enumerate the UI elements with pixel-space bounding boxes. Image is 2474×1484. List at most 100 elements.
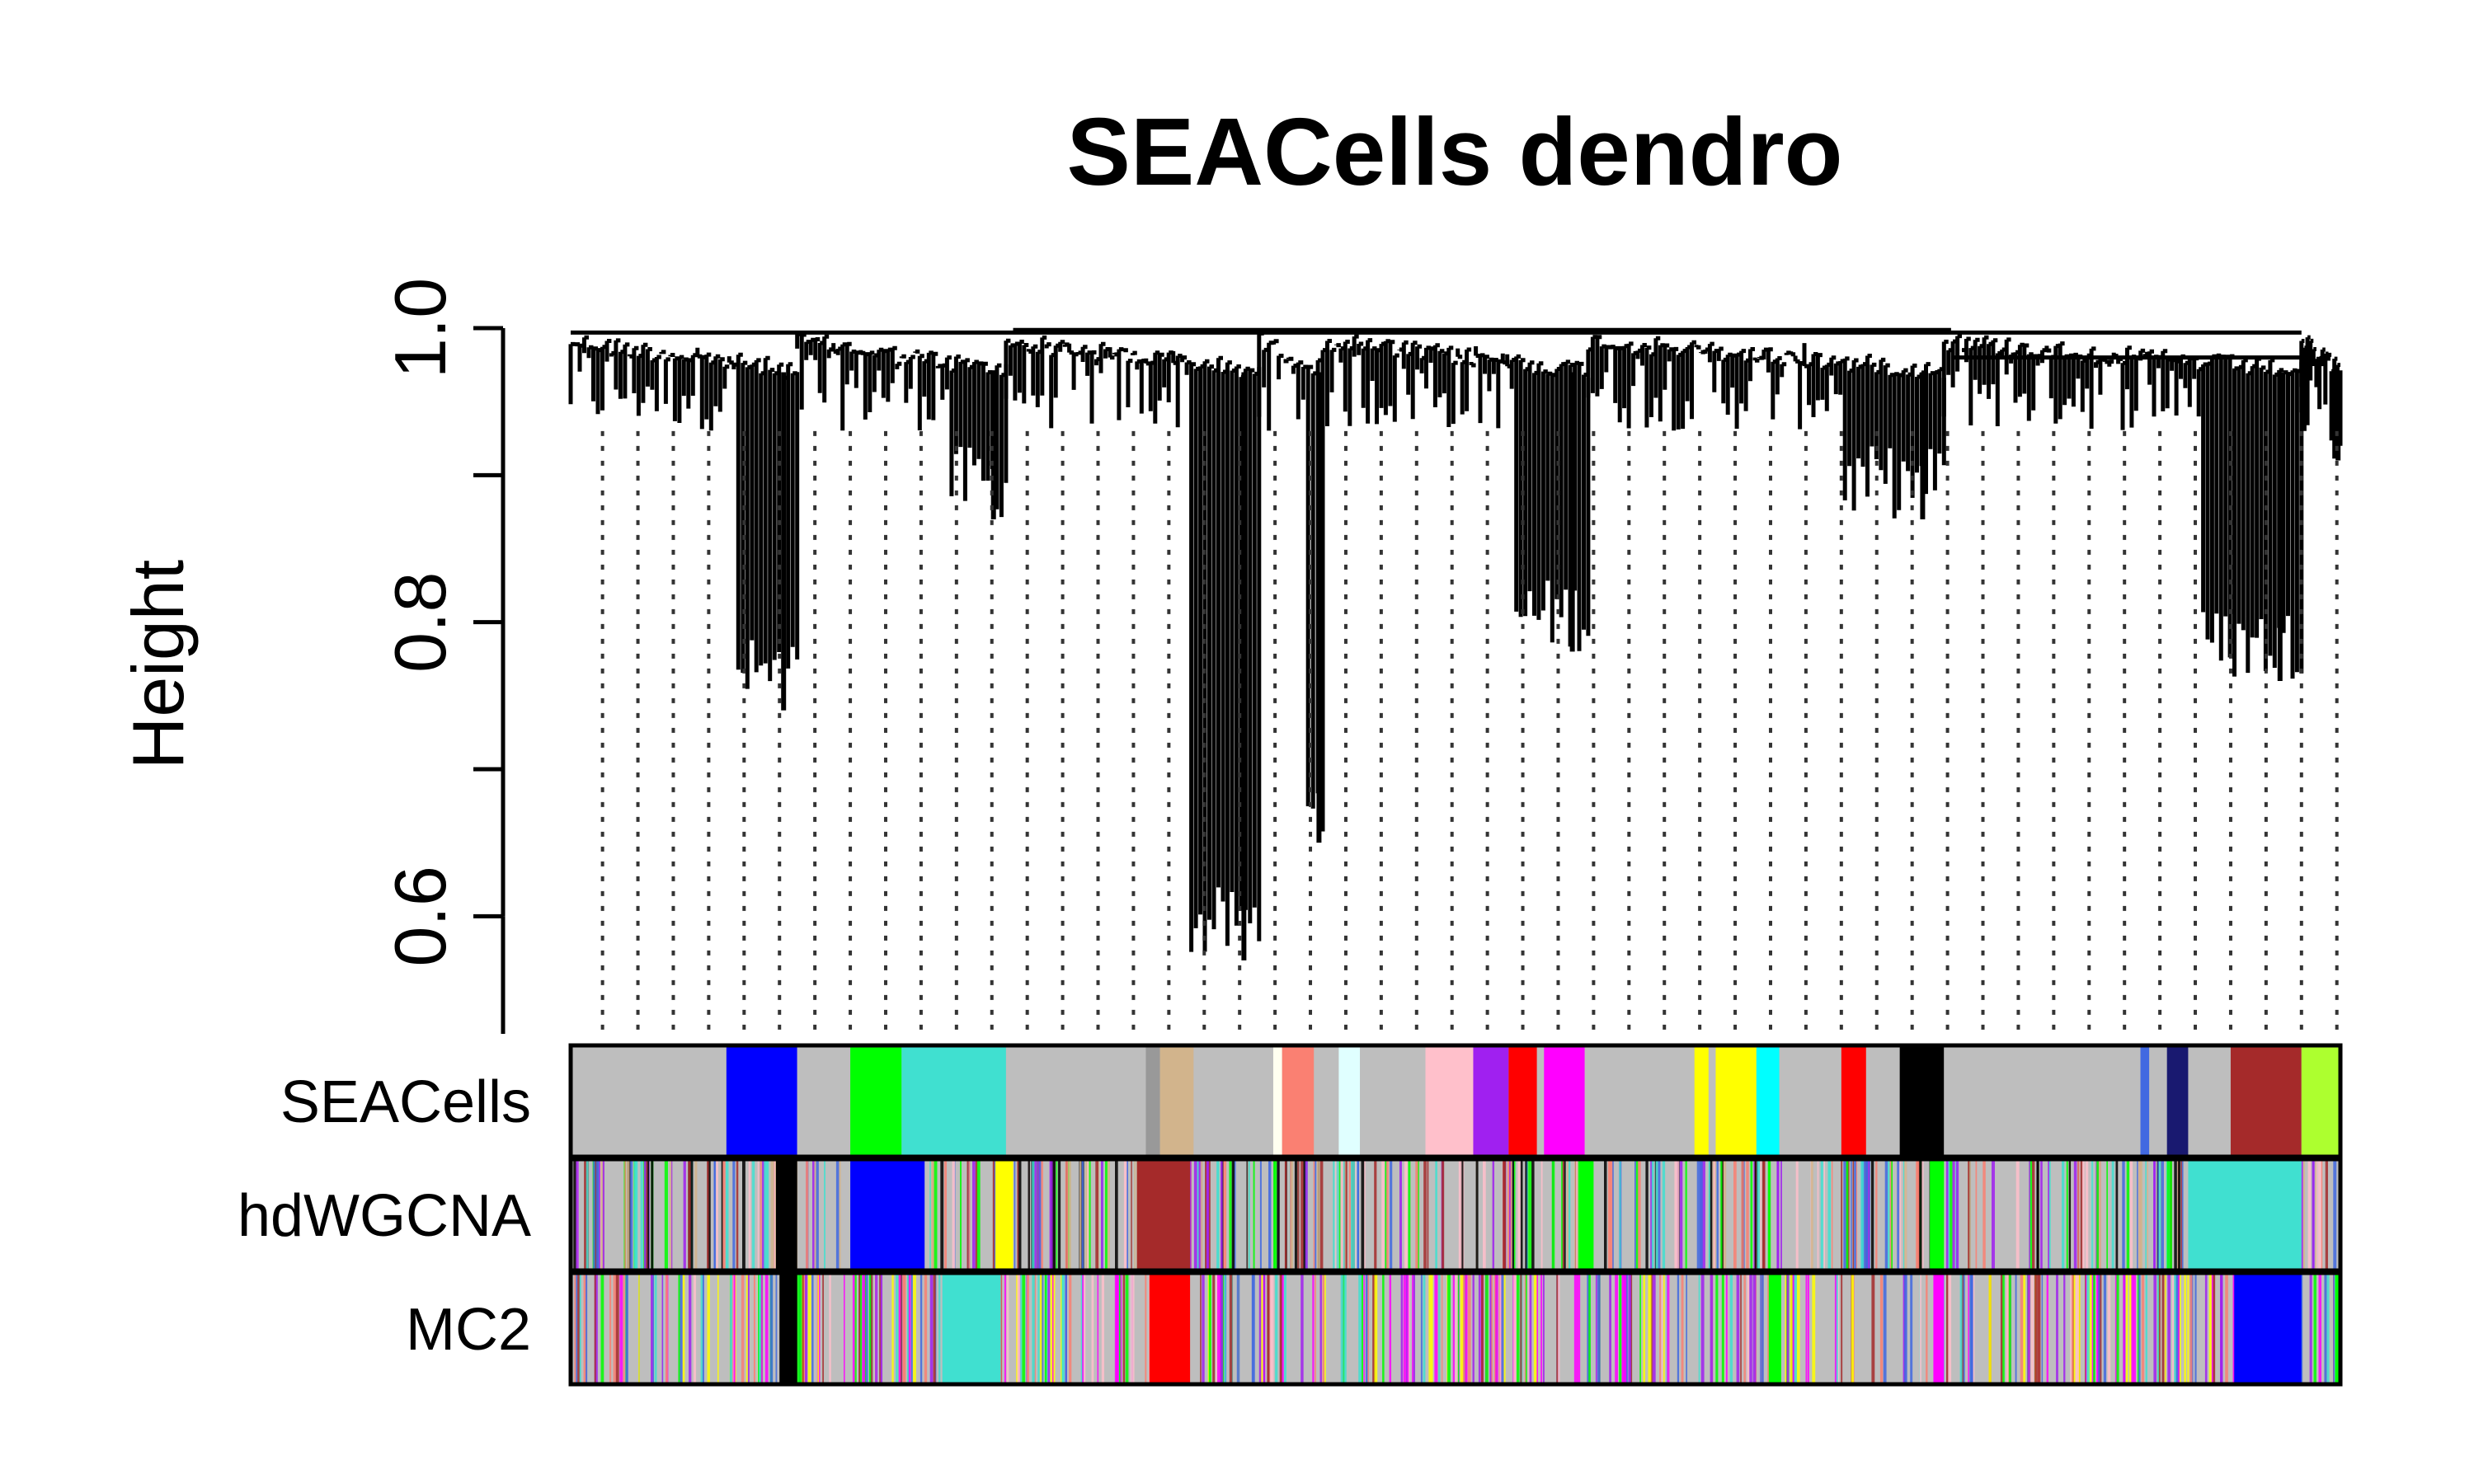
color-row-speckle — [938, 1273, 941, 1384]
color-row-speckle — [1655, 1159, 1658, 1270]
dendro-branch-b8 — [2299, 335, 2343, 459]
color-row-speckle — [1351, 1159, 1354, 1270]
color-row-speckle — [1507, 1159, 1509, 1270]
color-row-speckle — [1317, 1159, 1320, 1270]
color-segment — [1193, 1045, 1273, 1157]
color-row-speckle — [633, 1159, 637, 1270]
color-row-speckle — [1261, 1273, 1263, 1384]
color-row-speckle — [1221, 1159, 1223, 1270]
color-row-speckle — [1197, 1159, 1202, 1270]
color-row-speckle — [1061, 1273, 1063, 1384]
color-row-speckle — [1341, 1159, 1343, 1270]
color-row-speckle — [2077, 1159, 2080, 1270]
color-segment — [775, 1159, 797, 1270]
color-row-speckle — [1843, 1159, 1846, 1270]
color-row-speckle — [1767, 1273, 1771, 1384]
color-row-speckle — [1805, 1273, 1808, 1384]
color-row-speckle — [1700, 1159, 1703, 1270]
color-row-speckle — [1206, 1159, 1210, 1270]
color-row-speckle — [2178, 1273, 2181, 1384]
color-row-speckle — [764, 1159, 767, 1270]
color-row-speckle — [2128, 1273, 2132, 1384]
color-row-speckle — [573, 1159, 576, 1270]
color-row-speckle — [1399, 1159, 1403, 1270]
color-row-speckle — [716, 1159, 718, 1270]
color-row-speckle — [1869, 1159, 1871, 1270]
color-row-speckle — [854, 1273, 857, 1384]
color-row-speckle — [1503, 1273, 1506, 1384]
color-row-speckle — [1679, 1159, 1683, 1270]
color-row-speckle — [1561, 1159, 1563, 1270]
color-row-speckle — [802, 1273, 804, 1384]
color-row-speckle — [1343, 1273, 1347, 1384]
color-row-speckle — [2023, 1273, 2026, 1384]
color-row-speckle — [1970, 1273, 1973, 1384]
color-row-speckle — [586, 1159, 589, 1270]
color-row-speckle — [2082, 1159, 2085, 1270]
color-row-speckle — [2161, 1159, 2164, 1270]
color-row-mc2: MC2 — [406, 1270, 2343, 1387]
color-row-speckle — [2123, 1273, 2125, 1384]
color-row-speckle — [1879, 1273, 1884, 1384]
color-segment — [1149, 1273, 1191, 1384]
color-segment — [901, 1045, 1006, 1157]
color-row-speckle — [1768, 1159, 1771, 1270]
color-row-speckle — [1992, 1159, 1995, 1270]
color-row-speckle — [1116, 1273, 1119, 1384]
color-row-speckle — [1812, 1273, 1816, 1384]
color-row-speckle — [1780, 1159, 1782, 1270]
color-row-speckle — [2302, 1159, 2305, 1270]
color-row-speckle — [2174, 1159, 2177, 1270]
color-row-speckle — [1725, 1273, 1728, 1384]
color-row-speckle — [1372, 1273, 1376, 1384]
color-segment — [1899, 1045, 1945, 1157]
color-row-speckle — [1022, 1273, 1026, 1384]
color-row-speckle — [666, 1159, 668, 1270]
color-row-speckle — [593, 1159, 597, 1270]
color-row-speckle — [1628, 1273, 1631, 1384]
color-row-speckle — [1513, 1159, 1516, 1270]
color-row-speckle — [1491, 1273, 1493, 1384]
color-row-speckle — [1489, 1273, 1493, 1384]
color-row-speckle — [1667, 1273, 1670, 1384]
color-row-speckle — [1540, 1159, 1543, 1270]
color-row-speckle — [976, 1159, 981, 1270]
color-row-speckle — [1367, 1273, 1369, 1384]
color-row-speckle — [1475, 1159, 1479, 1270]
color-row-speckle — [765, 1159, 768, 1270]
color-row-speckle — [732, 1159, 736, 1270]
color-segment — [1694, 1045, 1709, 1157]
color-row-speckle — [1533, 1273, 1537, 1384]
color-row-speckle — [664, 1159, 666, 1270]
color-row-speckle — [1625, 1273, 1627, 1384]
module-color-rows: SEACells hdWGCNA MC2 — [238, 1043, 2343, 1387]
color-segment — [850, 1159, 925, 1270]
color-row-speckle — [1400, 1273, 1403, 1384]
color-row-speckle — [2046, 1273, 2048, 1384]
color-row-speckle — [1101, 1273, 1105, 1384]
color-row-speckle — [1564, 1159, 1566, 1270]
color-row-speckle — [579, 1273, 581, 1384]
color-row-speckle — [2000, 1273, 2003, 1384]
color-row-speckle — [2232, 1273, 2236, 1384]
color-row-speckle — [1358, 1273, 1362, 1384]
color-row-speckle — [600, 1273, 604, 1384]
color-row-speckle — [1319, 1159, 1324, 1270]
color-row-speckle — [594, 1273, 596, 1384]
color-row-speckle — [1273, 1159, 1277, 1270]
color-row-speckle — [1478, 1273, 1481, 1384]
color-row-label: hdWGCNA — [238, 1183, 531, 1249]
color-row-speckle — [1696, 1159, 1700, 1270]
color-row-speckle — [1300, 1159, 1304, 1270]
color-row-speckle — [933, 1273, 936, 1384]
color-row-speckle — [1056, 1159, 1058, 1270]
color-row-speckle — [1361, 1159, 1365, 1270]
color-row-speckle — [1921, 1159, 1924, 1270]
color-row-speckle — [1883, 1273, 1887, 1384]
color-row-speckle — [1032, 1273, 1035, 1384]
dendro-branch-b1 — [568, 335, 800, 689]
color-row-speckle — [1686, 1273, 1687, 1384]
dendro-branch-b6 — [1586, 335, 1946, 519]
color-row-speckle — [1404, 1159, 1408, 1270]
color-row-speckle — [2107, 1273, 2111, 1384]
